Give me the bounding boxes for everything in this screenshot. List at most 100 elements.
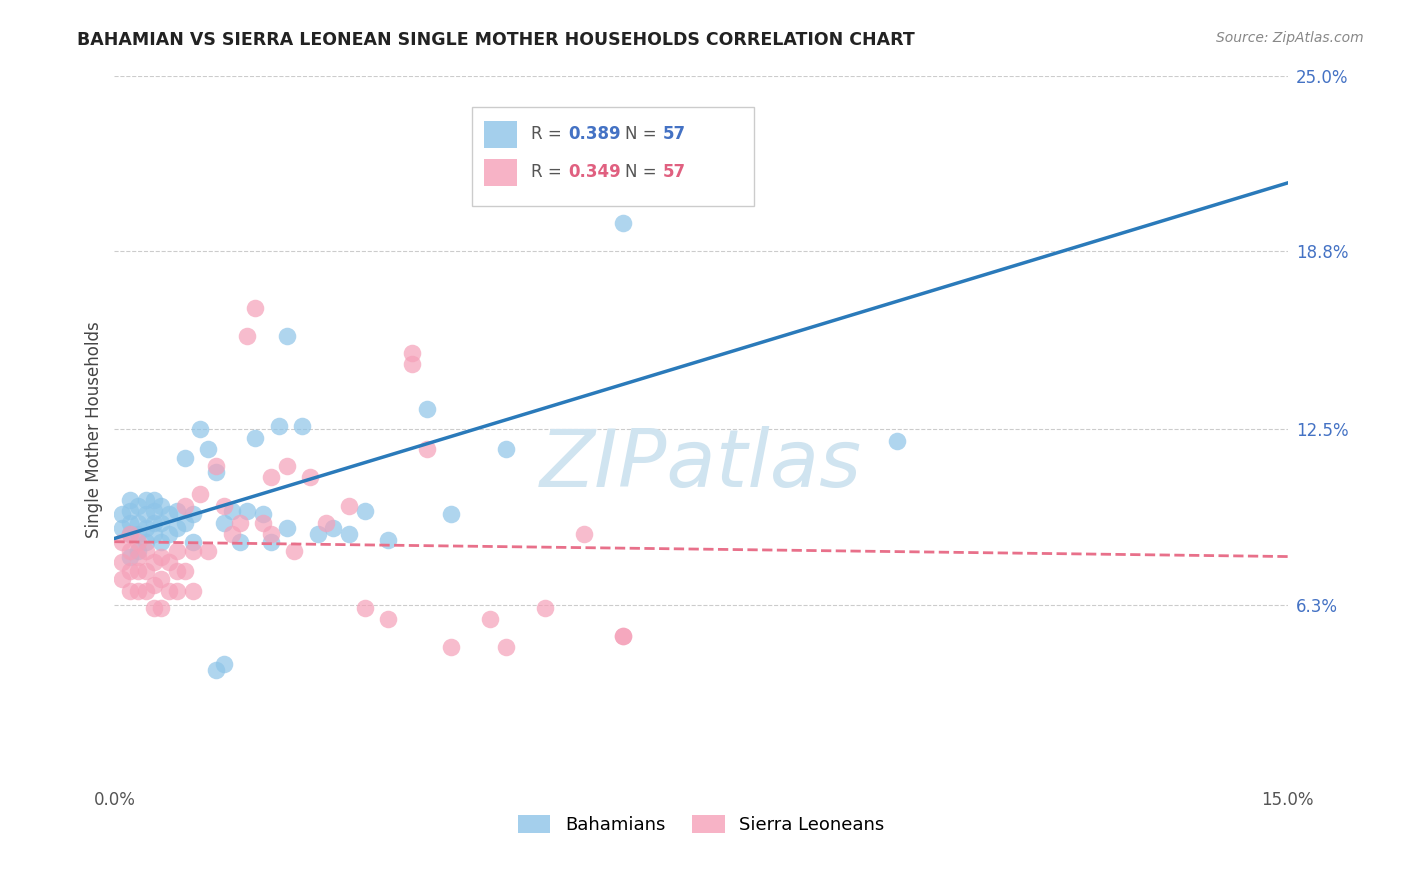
Point xyxy=(111,507,134,521)
Point xyxy=(157,507,180,521)
Point xyxy=(150,600,173,615)
Point xyxy=(150,535,173,549)
Point xyxy=(353,600,375,615)
Point xyxy=(298,470,321,484)
Point xyxy=(135,535,157,549)
Point xyxy=(127,527,149,541)
Point xyxy=(205,459,228,474)
Text: ZIPatlas: ZIPatlas xyxy=(540,425,862,504)
Point xyxy=(416,442,439,456)
Text: Source: ZipAtlas.com: Source: ZipAtlas.com xyxy=(1216,31,1364,45)
Point xyxy=(612,629,634,643)
Point xyxy=(572,527,595,541)
Point xyxy=(291,419,314,434)
Point xyxy=(120,516,142,530)
Point xyxy=(228,516,250,530)
Point xyxy=(181,544,204,558)
Point xyxy=(245,301,267,315)
Point xyxy=(127,564,149,578)
Point xyxy=(120,527,142,541)
Point xyxy=(212,516,235,530)
Point xyxy=(212,499,235,513)
Point xyxy=(150,549,173,564)
Text: R =: R = xyxy=(531,125,567,144)
Point xyxy=(377,533,399,547)
Text: 0.389: 0.389 xyxy=(568,125,621,144)
Point xyxy=(307,527,329,541)
Point xyxy=(690,159,713,173)
Point xyxy=(260,470,283,484)
Point xyxy=(111,555,134,569)
Point xyxy=(166,564,188,578)
Point xyxy=(197,544,219,558)
Point xyxy=(276,459,298,474)
Point xyxy=(166,521,188,535)
Text: N =: N = xyxy=(624,125,662,144)
Point xyxy=(135,564,157,578)
Point xyxy=(205,663,228,677)
Point xyxy=(166,544,188,558)
Point xyxy=(221,527,243,541)
Point xyxy=(120,527,142,541)
Point xyxy=(157,555,180,569)
Point xyxy=(181,507,204,521)
Point xyxy=(127,499,149,513)
Point xyxy=(111,535,134,549)
Point xyxy=(236,329,259,343)
Point xyxy=(120,493,142,508)
Point xyxy=(190,487,212,501)
Point xyxy=(440,640,463,655)
Point xyxy=(166,583,188,598)
Point xyxy=(157,527,180,541)
Point xyxy=(612,629,634,643)
FancyBboxPatch shape xyxy=(472,107,754,206)
Point xyxy=(228,535,250,549)
Point xyxy=(495,442,517,456)
Point xyxy=(127,516,149,530)
Point xyxy=(150,499,173,513)
Point xyxy=(612,216,634,230)
Point xyxy=(142,493,165,508)
Point xyxy=(127,549,149,564)
Point xyxy=(111,521,134,535)
Text: BAHAMIAN VS SIERRA LEONEAN SINGLE MOTHER HOUSEHOLDS CORRELATION CHART: BAHAMIAN VS SIERRA LEONEAN SINGLE MOTHER… xyxy=(77,31,915,49)
Legend: Bahamians, Sierra Leoneans: Bahamians, Sierra Leoneans xyxy=(517,814,884,834)
Point xyxy=(142,516,165,530)
Point xyxy=(142,578,165,592)
Point xyxy=(142,600,165,615)
Point xyxy=(221,504,243,518)
Point xyxy=(245,431,267,445)
Point xyxy=(127,535,149,549)
Point xyxy=(173,516,195,530)
Point xyxy=(181,535,204,549)
Y-axis label: Single Mother Households: Single Mother Households xyxy=(86,321,103,538)
Point xyxy=(127,583,149,598)
Point xyxy=(267,419,290,434)
Point xyxy=(337,499,360,513)
Point xyxy=(173,564,195,578)
Point xyxy=(205,465,228,479)
Point xyxy=(157,583,180,598)
Point xyxy=(401,357,423,371)
Point xyxy=(315,516,337,530)
Point xyxy=(150,516,173,530)
Point xyxy=(212,657,235,672)
Point xyxy=(142,555,165,569)
Point xyxy=(252,516,274,530)
Point xyxy=(166,504,188,518)
Text: R =: R = xyxy=(531,163,567,181)
Point xyxy=(142,527,165,541)
Point xyxy=(260,527,283,541)
Text: 57: 57 xyxy=(662,125,686,144)
Point xyxy=(190,422,212,436)
Point xyxy=(283,544,305,558)
Point xyxy=(173,499,195,513)
Point xyxy=(401,346,423,360)
Point xyxy=(260,535,283,549)
Point xyxy=(478,612,501,626)
Point xyxy=(197,442,219,456)
Point xyxy=(181,583,204,598)
Point xyxy=(120,504,142,518)
Point xyxy=(135,507,157,521)
Point xyxy=(276,521,298,535)
